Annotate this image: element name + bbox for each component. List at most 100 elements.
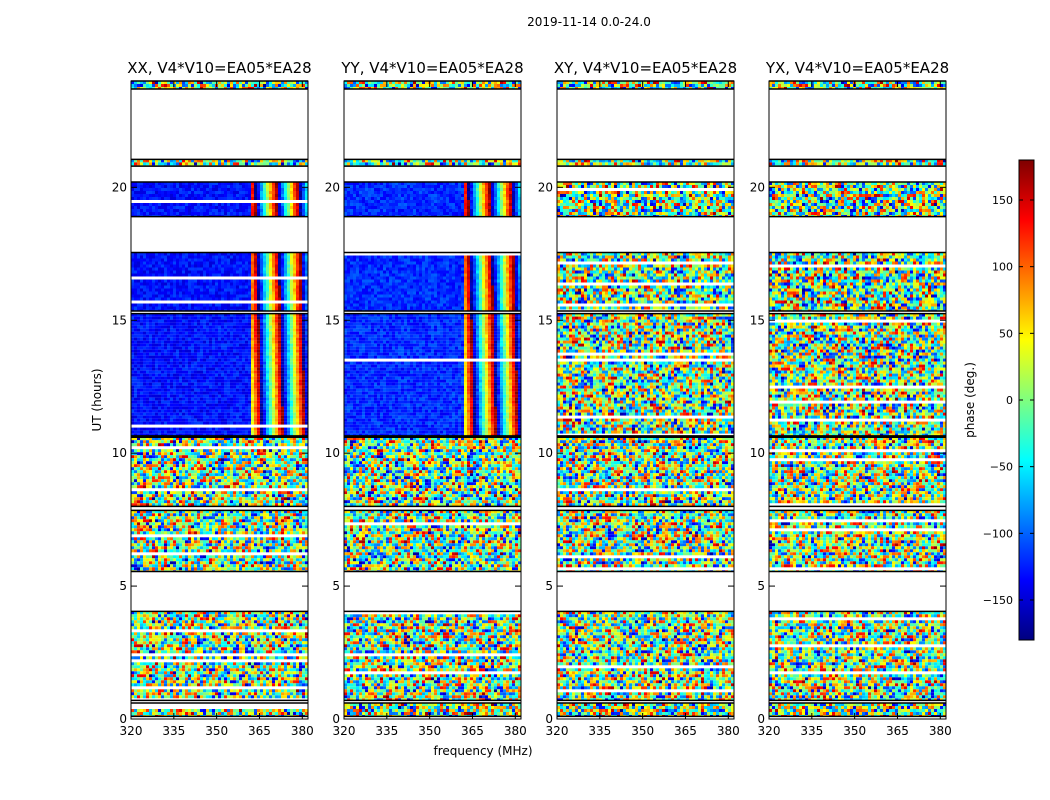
heatmap-cells [769, 81, 946, 717]
plot-frame [130, 80, 309, 720]
x-tick-label: 380 [504, 724, 527, 738]
data-segment [344, 182, 521, 217]
x-tick-label: 320 [758, 724, 781, 738]
x-tick-label: 380 [291, 724, 314, 738]
data-segment [344, 510, 521, 572]
y-tick-label: 0 [119, 712, 127, 726]
data-segment [131, 182, 308, 217]
panel-4: YX, V4*V10=EA05*EA28 320 335 350 365 380 0 5 10 1… [750, 59, 952, 738]
x-tick-label: 350 [205, 724, 228, 738]
x-tick-label: 365 [886, 724, 909, 738]
data-segment [557, 252, 734, 310]
x-tick-label: 365 [461, 724, 484, 738]
y-tick-label: 10 [112, 446, 127, 460]
x-tick-label: 380 [929, 724, 952, 738]
colorbar-tick-label: 100 [992, 261, 1013, 274]
heatmap-cells [344, 81, 521, 717]
panel-title: YX, V4*V10=EA05*EA28 [765, 59, 949, 77]
panel-title: YY, V4*V10=EA05*EA28 [340, 59, 523, 77]
data-segment [769, 437, 946, 507]
x-tick-label: 335 [800, 724, 823, 738]
data-segment [769, 703, 946, 717]
data-segment [131, 81, 308, 89]
panel-1: XX, V4*V10=EA05*EA28 320 335 350 365 380 0 5 10 1… [112, 59, 314, 738]
y-tick-label: 5 [332, 579, 340, 593]
data-segment [769, 611, 946, 701]
data-segment [557, 81, 734, 89]
x-tick-label: 365 [248, 724, 271, 738]
data-segment [769, 510, 946, 572]
colorbar-tick-label: 150 [992, 194, 1013, 207]
y-tick-label: 10 [750, 446, 765, 460]
y-tick-label: 10 [325, 446, 340, 460]
data-segment [131, 709, 308, 717]
data-segment [344, 703, 521, 717]
data-segment [557, 313, 734, 434]
y-tick-label: 15 [538, 313, 553, 327]
y-tick-label: 5 [757, 579, 765, 593]
data-segment [344, 255, 521, 311]
data-segment [557, 159, 734, 166]
data-segment [557, 182, 734, 217]
y-tick-label: 0 [757, 712, 765, 726]
data-segment [557, 703, 734, 717]
data-segment [557, 437, 734, 507]
colorbar-tick-label: 0 [1006, 394, 1013, 407]
colorbar: 150 100 50 0 −50 −100 −150 phase (deg.) [963, 159, 1035, 641]
x-tick-label: 320 [120, 724, 143, 738]
panels: XX, V4*V10=EA05*EA28 320 335 350 365 380 0 5 10 1… [112, 59, 952, 738]
y-tick-label: 0 [545, 712, 553, 726]
data-segment [344, 159, 521, 166]
y-tick-label: 15 [325, 313, 340, 327]
x-tick-label: 350 [631, 724, 654, 738]
x-tick-label: 380 [717, 724, 740, 738]
colorbar-label: phase (deg.) [963, 362, 977, 438]
y-tick-label: 20 [538, 180, 553, 194]
data-segment [344, 614, 521, 701]
x-tick-label: 335 [162, 724, 185, 738]
x-axis-label: frequency (MHz) [433, 744, 532, 758]
data-segment [557, 611, 734, 701]
y-tick-label: 0 [332, 712, 340, 726]
y-axis-label: UT (hours) [90, 368, 104, 431]
x-tick-label: 335 [375, 724, 398, 738]
data-segment [769, 182, 946, 217]
plot-frame [768, 80, 947, 720]
data-segment [769, 252, 946, 311]
data-segment [769, 81, 946, 89]
x-tick-label: 335 [588, 724, 611, 738]
colorbar-tick-label: −100 [983, 527, 1013, 540]
figure-suptitle: 2019-11-14 0.0-24.0 [527, 15, 651, 29]
data-segment [769, 159, 946, 166]
x-tick-label: 365 [674, 724, 697, 738]
data-segment [344, 313, 521, 436]
panel-2: YY, V4*V10=EA05*EA28 320 335 350 365 380 0 5 10 1… [325, 59, 527, 738]
panel-title: XY, V4*V10=EA05*EA28 [554, 59, 737, 77]
y-tick-label: 20 [112, 180, 127, 194]
colorbar-tick-label: 50 [999, 327, 1013, 340]
x-tick-label: 350 [418, 724, 441, 738]
panel-3: XY, V4*V10=EA05*EA28 320 335 350 365 380 0 5 10 1… [538, 59, 740, 738]
y-tick-label: 15 [112, 313, 127, 327]
y-tick-label: 10 [538, 446, 553, 460]
plot-frame [343, 80, 522, 720]
x-tick-label: 320 [333, 724, 356, 738]
data-segment [131, 611, 308, 699]
x-tick-label: 320 [546, 724, 569, 738]
colorbar-tick-label: −150 [983, 594, 1013, 607]
y-tick-label: 15 [750, 313, 765, 327]
data-segment [769, 313, 946, 436]
data-segment [131, 159, 308, 166]
y-tick-label: 5 [545, 579, 553, 593]
data-segment [131, 313, 308, 436]
data-segment [344, 81, 521, 89]
plot-frame [556, 80, 735, 720]
y-tick-label: 20 [750, 180, 765, 194]
data-segment [557, 510, 734, 572]
heatmap-cells [557, 81, 734, 717]
panel-title: XX, V4*V10=EA05*EA28 [127, 59, 311, 77]
data-segment [131, 510, 308, 572]
y-tick-label: 20 [325, 180, 340, 194]
data-segment [344, 437, 521, 507]
